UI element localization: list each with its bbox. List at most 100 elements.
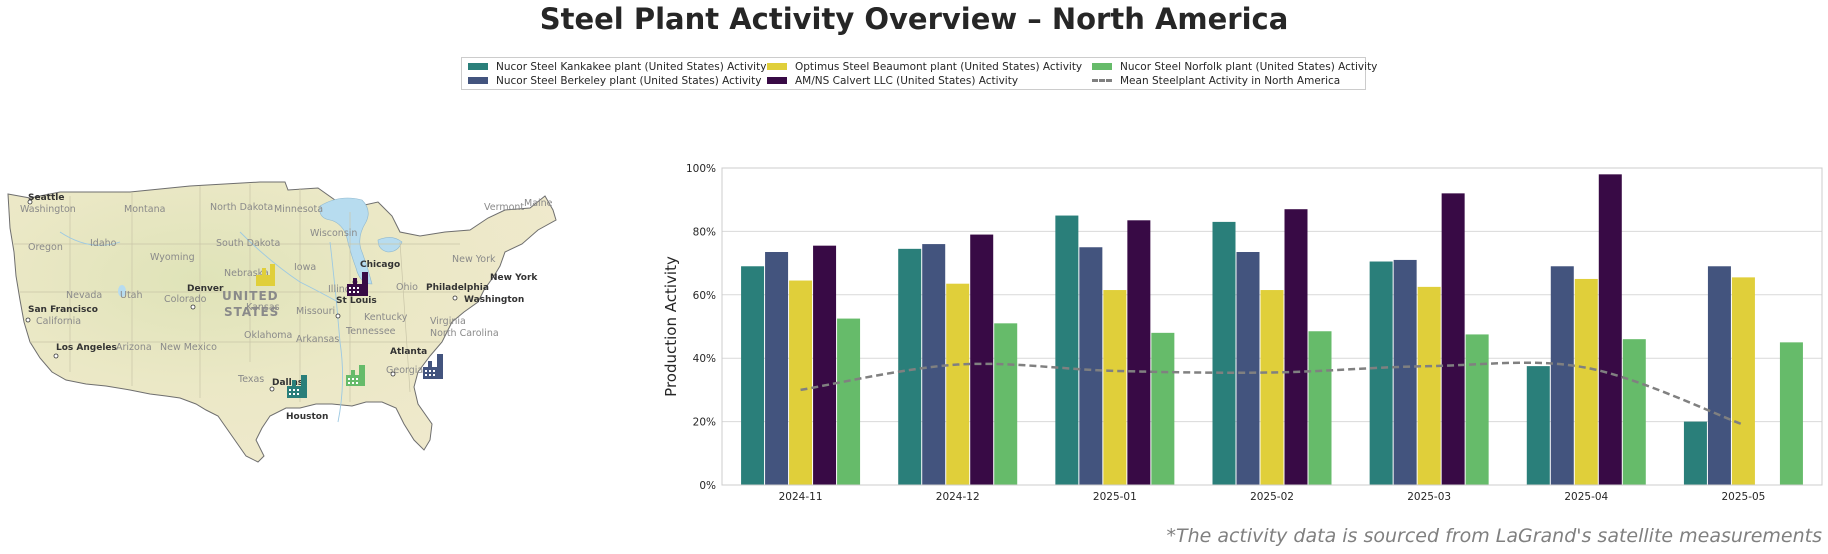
city-label-houston: Houston [286,412,328,422]
bar-2025-03-series-0 [1369,261,1393,485]
city-label-st-louis: St Louis [336,296,377,306]
y-tick-label: 0% [699,480,716,492]
bar-chart: 0% 20% 40% 60% 80% 100% 2024-11 2024-12 2025-01 2… [662,163,1823,503]
plant-marker-nucor-kankakee [287,375,307,398]
legend-label-beaumont: Optimus Steel Beaumont plant (United Sta… [795,60,1083,73]
bar-2025-02-series-3 [1284,209,1308,485]
state-label-kansas: Kansas [246,302,280,313]
rivers [59,231,344,423]
state-label-washington: Washington [20,204,76,215]
bar-2025-01-series-3 [1127,220,1151,485]
bar-2024-11-series-3 [813,245,837,485]
x-tick-label: 2025-01 [1093,491,1137,503]
legend-label-kankakee: Nucor Steel Kankakee plant (United State… [496,60,767,73]
bar-2025-04-series-1 [1550,266,1574,485]
city-label-seattle: Seattle [28,193,64,203]
state-label-georgia: Georgia [386,365,423,376]
city-label-washington: Washington [464,295,524,305]
state-label-wisconsin: Wisconsin [310,228,357,239]
state-label-montana: Montana [124,204,165,215]
bar-2025-02-series-2 [1260,290,1284,485]
bar-2025-03-series-4 [1465,334,1489,485]
bar-chart-panel: 0% 20% 40% 60% 80% 100% 2024-11 2024-12 2025-01 2… [660,160,1828,510]
bar-2024-11-series-1 [765,252,789,485]
state-label-south-dakota: South Dakota [216,238,280,249]
bar-2025-01-series-4 [1151,332,1175,485]
state-label-wyoming: Wyoming [150,252,195,263]
legend-label-norfolk: Nucor Steel Norfolk plant (United States… [1120,60,1378,73]
legend-swatch-calvert [767,77,787,84]
state-label-nevada: Nevada [66,290,102,301]
state-label-vermont: Vermont [484,202,524,213]
bar-2025-01-series-0 [1055,215,1079,486]
plant-marker-nucor-norfolk [346,365,365,386]
bar-2025-02-series-4 [1308,331,1332,485]
city-dot-atlanta [390,371,396,377]
us-map-panel: Washington Oregon California Nevada Idah… [0,172,570,477]
us-map: Washington Oregon California Nevada Idah… [7,181,557,463]
state-label-arkansas: Arkansas [296,334,339,345]
legend-item-berkeley: Nucor Steel Berkeley plant (United State… [468,73,761,88]
legend-item-mean: Mean Steelplant Activity in North Americ… [1092,73,1340,88]
x-tick-label: 2024-12 [936,491,980,503]
y-tick-label: 100% [686,163,716,175]
bar-2024-12-series-0 [898,248,922,485]
bar-2025-02-series-0 [1212,221,1236,485]
state-label-utah: Utah [120,290,143,301]
bar-2024-12-series-3 [970,234,994,485]
state-label-oregon: Oregon [28,242,63,253]
x-tick-label: 2024-11 [779,491,823,503]
city-label-chicago: Chicago [360,260,400,270]
state-label-texas: Texas [237,374,264,385]
x-tick-label: 2025-03 [1407,491,1451,503]
legend-item-kankakee: Nucor Steel Kankakee plant (United State… [468,59,766,74]
plant-marker-nucor-berkeley [423,354,443,379]
y-axis-label: Production Activity [662,256,680,397]
x-tick-label: 2025-02 [1250,491,1294,503]
bar-2025-04-series-2 [1574,278,1598,485]
legend-dash-mean [1092,79,1112,82]
state-label-missouri: Missouri [296,306,335,317]
bar-2025-03-series-1 [1393,259,1417,485]
great-salt-lake [118,285,126,297]
mean-activity-line [800,361,1744,426]
bar-2025-01-series-1 [1079,247,1103,485]
city-label-philadelphia: Philadelphia [426,283,489,293]
y-tick-label: 80% [693,226,716,238]
city-dot-seattle [27,199,33,205]
bar-2024-11-series-0 [741,266,765,485]
legend-swatch-beaumont [767,63,787,70]
mean-line-layer [800,361,1744,426]
plant-marker-optimus-beaumont [256,264,275,286]
city-dot-denver [190,304,196,310]
legend-item-beaumont: Optimus Steel Beaumont plant (United Sta… [767,59,1082,74]
state-label-illinois: Illinois [328,284,358,295]
legend-swatch-norfolk [1092,63,1112,70]
legend-label-calvert: AM/NS Calvert LLC (United States) Activi… [795,74,1019,87]
city-label-san-francisco: San Francisco [28,305,98,315]
state-label-oklahoma: Oklahoma [244,330,292,341]
x-tick-label: 2025-05 [1721,491,1765,503]
bar-2025-04-series-3 [1598,174,1622,485]
bar-2024-11-series-4 [837,318,861,485]
plant-marker-amns-calvert [347,272,368,296]
plot-frame [721,167,1823,486]
city-label-los-angeles: Los Angeles [56,343,117,353]
bar-2024-12-series-1 [922,244,946,485]
country-label-line-2: STATES [224,305,279,319]
city-label-denver: Denver [187,284,224,294]
state-label-kentucky: Kentucky [364,312,408,323]
state-label-maine: Maine [524,198,553,209]
city-dot-dallas [269,386,275,392]
bar-2025-04-series-4 [1622,339,1646,485]
axes: 0% 20% 40% 60% 80% 100% 2024-11 2024-12 2025-01 2… [686,163,1823,503]
bar-2024-11-series-2 [789,280,813,485]
city-label-dallas: Dallas [272,378,303,388]
legend-swatch-kankakee [468,63,488,70]
city-dot-los-angeles [53,353,59,359]
us-landmass [7,181,557,463]
city-dot-san-francisco [25,317,31,323]
state-label-nebraska: Nebraska [224,268,269,279]
state-label-new-mexico: New Mexico [160,342,217,353]
state-label-north-dakota: North Dakota [210,202,273,213]
